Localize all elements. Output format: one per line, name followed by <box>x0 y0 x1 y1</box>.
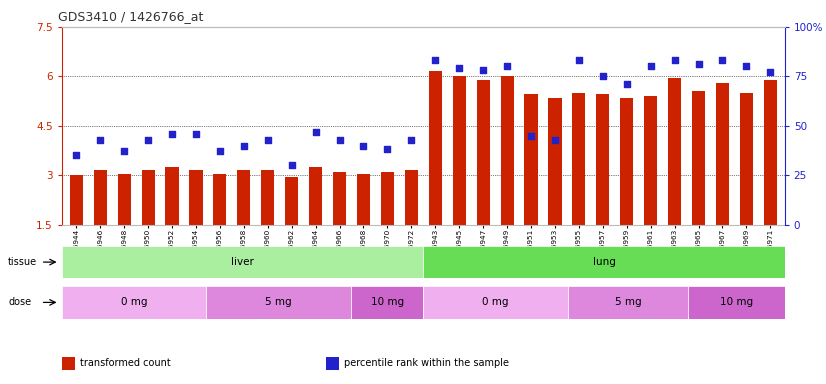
Point <box>381 146 394 152</box>
Point <box>333 137 346 143</box>
Bar <box>189 170 202 225</box>
Point <box>189 131 202 137</box>
Text: transformed count: transformed count <box>80 358 171 368</box>
Bar <box>764 79 777 225</box>
Bar <box>333 172 346 225</box>
Point <box>117 148 131 154</box>
Point <box>525 132 538 139</box>
Point <box>357 142 370 149</box>
Bar <box>525 94 538 225</box>
Bar <box>141 170 154 225</box>
Point <box>309 129 322 135</box>
Bar <box>453 76 466 225</box>
Text: tissue: tissue <box>8 257 37 267</box>
Point <box>165 131 178 137</box>
Bar <box>285 177 298 225</box>
Text: liver: liver <box>231 257 254 267</box>
Point <box>69 152 83 159</box>
Bar <box>165 167 178 225</box>
Bar <box>93 170 107 225</box>
Point <box>572 58 586 64</box>
Bar <box>429 71 442 225</box>
Text: dose: dose <box>8 297 31 308</box>
Point <box>237 142 250 149</box>
Bar <box>381 172 394 225</box>
Bar <box>644 96 657 225</box>
Point <box>285 162 298 169</box>
Text: 0 mg: 0 mg <box>121 297 148 308</box>
Bar <box>213 174 226 225</box>
Text: 5 mg: 5 mg <box>265 297 292 308</box>
Bar <box>62 246 423 278</box>
Bar <box>668 78 681 225</box>
Point <box>213 148 226 154</box>
Bar <box>477 79 490 225</box>
Bar <box>620 98 634 225</box>
Text: 10 mg: 10 mg <box>371 297 404 308</box>
Bar <box>596 94 610 225</box>
Point <box>477 67 490 73</box>
Point <box>141 137 154 143</box>
Bar <box>572 93 586 225</box>
Bar <box>405 170 418 225</box>
Bar <box>206 286 351 319</box>
Point <box>261 137 274 143</box>
Point <box>453 65 466 71</box>
Bar <box>423 286 567 319</box>
Text: 5 mg: 5 mg <box>615 297 642 308</box>
Bar <box>357 174 370 225</box>
Bar <box>309 167 322 225</box>
Point <box>716 58 729 64</box>
Text: lung: lung <box>592 257 615 267</box>
Point <box>644 63 657 70</box>
Point <box>548 137 562 143</box>
Point <box>93 137 107 143</box>
Point <box>740 63 753 70</box>
Point <box>501 63 514 70</box>
Bar <box>501 76 514 225</box>
Bar <box>567 286 688 319</box>
Point <box>405 137 418 143</box>
Point <box>692 61 705 68</box>
Point <box>596 73 610 79</box>
Bar <box>351 286 423 319</box>
Bar <box>548 98 562 225</box>
Bar <box>62 286 206 319</box>
Bar <box>237 170 250 225</box>
Bar <box>117 174 131 225</box>
Bar <box>423 246 785 278</box>
Bar <box>740 93 753 225</box>
Text: GDS3410 / 1426766_at: GDS3410 / 1426766_at <box>58 10 203 23</box>
Bar <box>261 170 274 225</box>
Point <box>429 58 442 64</box>
Text: 10 mg: 10 mg <box>720 297 753 308</box>
Point <box>620 81 634 87</box>
Bar <box>692 91 705 225</box>
Text: 0 mg: 0 mg <box>482 297 509 308</box>
Point <box>764 69 777 75</box>
Bar <box>716 83 729 225</box>
Text: percentile rank within the sample: percentile rank within the sample <box>344 358 510 368</box>
Point <box>668 58 681 64</box>
Bar <box>69 175 83 225</box>
Bar <box>688 286 785 319</box>
